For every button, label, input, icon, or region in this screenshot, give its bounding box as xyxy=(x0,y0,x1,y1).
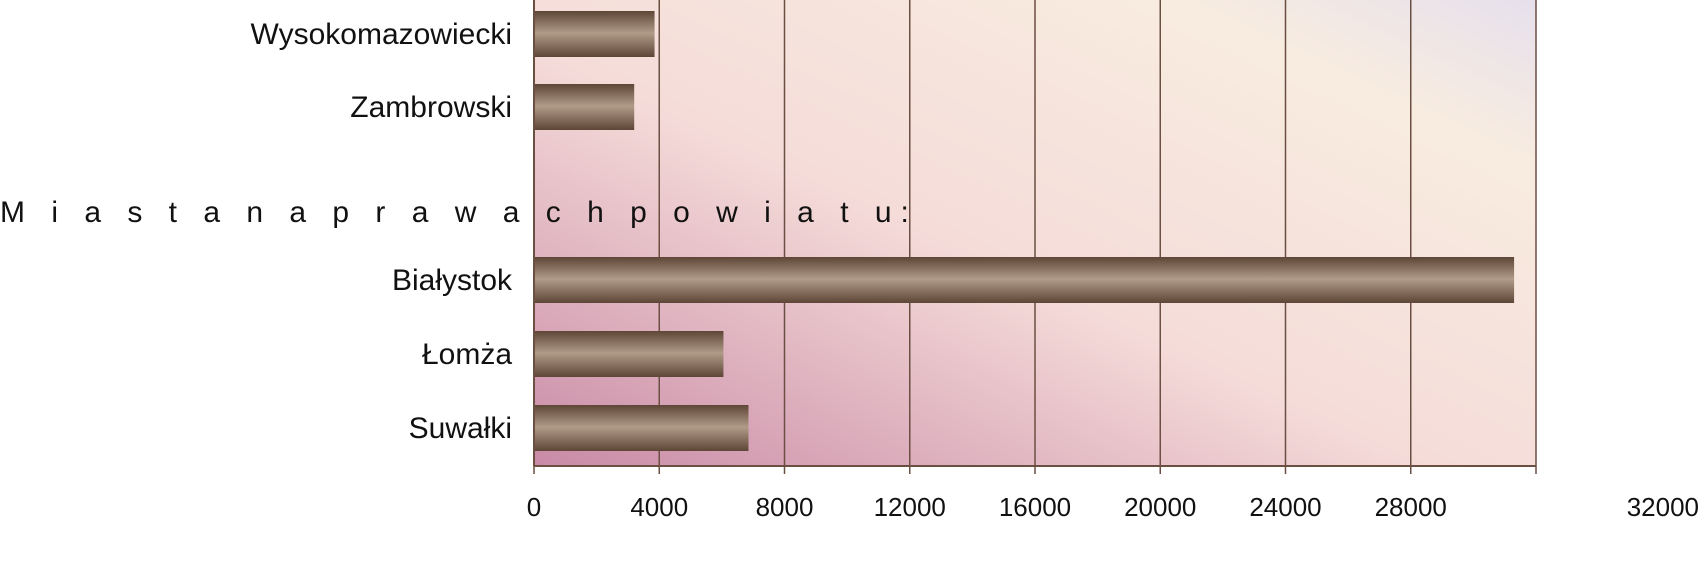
bar xyxy=(534,331,724,377)
x-tick-label: 24000 xyxy=(1249,492,1321,522)
x-tick-labels: 0 4000 8000 12000 16000 20000 24000 28000 32000 xyxy=(527,492,1699,522)
category-label: Suwałki xyxy=(409,412,512,445)
bar xyxy=(534,84,635,130)
x-tick-label: 12000 xyxy=(874,492,946,522)
group-label: M i a s t a n a p r a w a c h p o w i a … xyxy=(0,196,918,229)
category-label: Zambrowski xyxy=(350,91,512,124)
category-label: Wysokomazowiecki xyxy=(251,18,512,51)
bar xyxy=(534,257,1515,303)
axes xyxy=(533,0,1537,474)
category-label: Białystok xyxy=(392,264,513,297)
x-tick-label: 8000 xyxy=(756,492,814,522)
bar xyxy=(534,11,655,57)
x-tick-label: 20000 xyxy=(1124,492,1196,522)
bar xyxy=(534,405,749,451)
gridlines xyxy=(658,0,1537,466)
x-tick-label: 0 xyxy=(527,492,541,522)
x-tick-label: 32000 xyxy=(1627,492,1699,522)
bars xyxy=(534,11,1515,451)
x-tick-label: 4000 xyxy=(630,492,688,522)
x-tick-label: 28000 xyxy=(1375,492,1447,522)
category-label: Łomża xyxy=(422,338,512,371)
category-labels: Wysokomazowiecki Zambrowski M i a s t a n … xyxy=(0,18,918,445)
x-tick-label: 16000 xyxy=(999,492,1071,522)
